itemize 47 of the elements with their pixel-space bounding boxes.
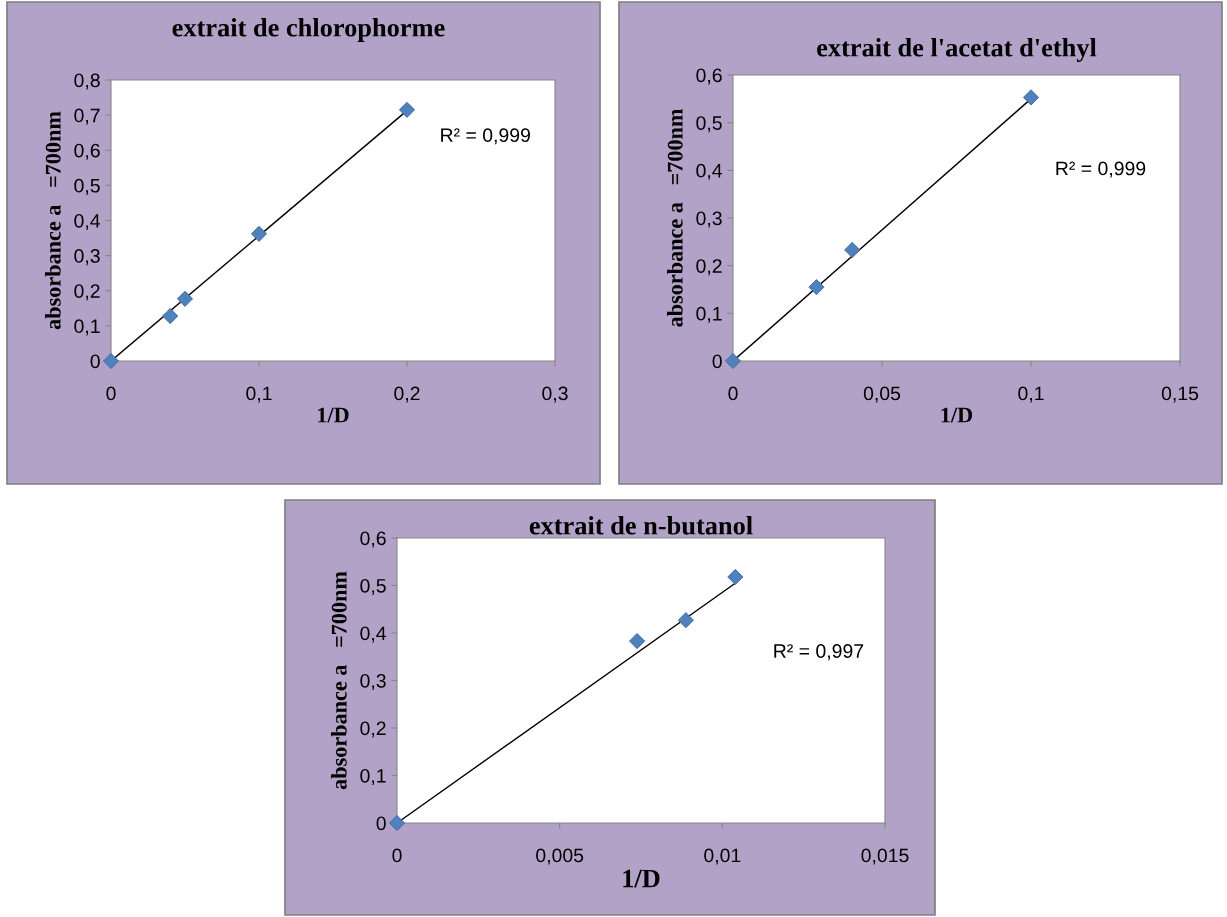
x-tick-label: 0,3 <box>542 386 568 403</box>
y-axis-title: absorbance a =700nm <box>331 571 347 790</box>
y-tick-label: 0,7 <box>74 108 100 125</box>
y-tick-label: 0,1 <box>74 319 100 336</box>
x-tick-label: 0,01 <box>704 848 741 865</box>
annotation: R² = 0,997 <box>774 644 864 661</box>
x-axis-title: 1/D <box>623 869 660 888</box>
y-tick-label: 0,3 <box>696 211 722 228</box>
y-tick-label: 0 <box>90 354 100 369</box>
y-tick-label: 0,4 <box>696 163 723 180</box>
y-tick-label: 0,5 <box>360 578 386 596</box>
y-axis-title: absorbance a =700nm <box>667 108 683 327</box>
x-tick-label: 0,015 <box>861 848 909 865</box>
y-tick-label: 0,2 <box>360 721 386 738</box>
x-tick-label: 0 <box>106 386 116 401</box>
x-tick-label: 0,1 <box>246 386 272 403</box>
y-tick-label: 0,2 <box>74 284 100 301</box>
y-tick-label: 0 <box>376 816 386 831</box>
y-tick-label: 0,6 <box>74 143 100 160</box>
y-tick-label: 0,4 <box>74 213 101 231</box>
x-tick-label: 0 <box>392 848 402 863</box>
y-tick-label: 0,4 <box>360 626 387 643</box>
chart-title: extrait de chlorophorme <box>172 18 445 42</box>
y-tick-label: 0,5 <box>74 178 100 195</box>
y-tick-label: 0,8 <box>74 73 100 90</box>
y-tick-label: 0,3 <box>74 249 100 266</box>
x-tick-label: 0,2 <box>394 386 420 403</box>
chart-title: extrait de n-butanol <box>529 516 753 535</box>
x-tick-label: 0 <box>728 386 738 401</box>
y-tick-label: 0,1 <box>360 768 386 786</box>
x-tick-label: 0,1 <box>1018 386 1044 403</box>
y-tick-label: 0,5 <box>696 116 722 133</box>
x-tick-label: 0,05 <box>863 386 901 403</box>
annotation: R² = 0,999 <box>1056 161 1146 178</box>
y-tick-label: 0,6 <box>360 531 386 548</box>
y-tick-label: 0,1 <box>696 306 722 323</box>
annotation: R² = 0,999 <box>441 128 530 145</box>
x-tick-label: 0,15 <box>1161 386 1199 403</box>
y-tick-label: 0 <box>712 354 722 369</box>
y-tick-label: 0,2 <box>696 259 722 276</box>
x-axis-title: 1/D <box>941 407 973 423</box>
chart-title: extrait de l'acetat d'ethyl <box>817 38 1097 62</box>
y-tick-label: 0,6 <box>696 68 722 85</box>
x-axis-title: 1/D <box>318 407 349 423</box>
y-tick-label: 0,3 <box>360 673 386 691</box>
y-axis-title: absorbance a =700nm <box>45 111 61 330</box>
x-tick-label: 0,005 <box>536 848 584 865</box>
